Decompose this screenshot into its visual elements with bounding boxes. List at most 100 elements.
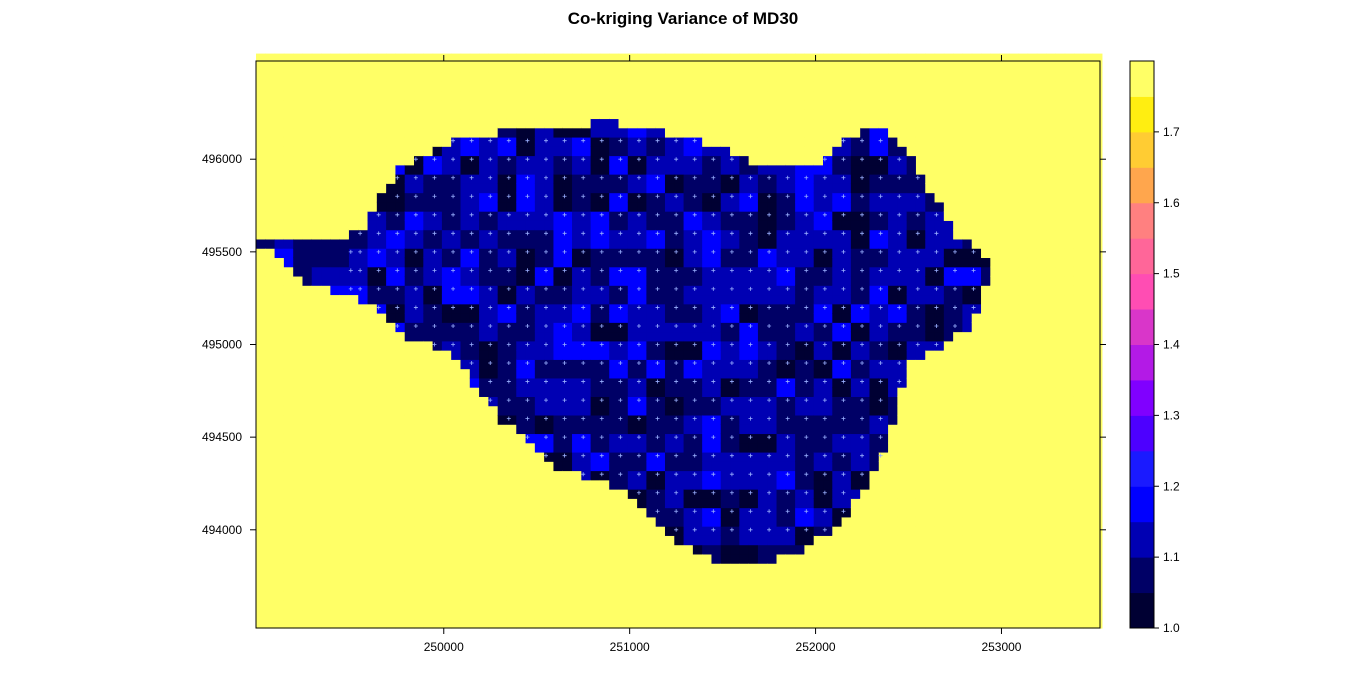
field-cell [339,563,350,574]
field-cell [711,238,722,249]
field-cell [339,275,350,286]
field-cell [637,498,647,509]
field-cell [506,609,517,620]
field-cell [674,211,685,221]
field-cell [711,405,722,416]
field-cell [293,535,304,546]
field-cell [953,322,964,333]
field-cell [906,442,917,453]
field-cell [730,414,740,425]
field-cell [869,248,880,259]
field-cell [534,553,545,564]
field-cell [581,192,592,203]
field-cell [943,331,954,342]
field-cell [581,368,592,379]
field-cell [339,414,350,425]
field-cell [553,313,564,323]
field-cell [915,313,926,323]
field-cell [562,275,573,286]
field-cell [981,424,991,435]
field-cell [915,322,926,333]
field-cell [785,238,796,249]
field-cell [637,572,647,583]
field-cell [943,359,954,370]
field-cell [990,340,1001,351]
field-cell [506,451,517,462]
field-cell [711,127,722,138]
field-cell [460,424,471,435]
field-cell [813,350,824,360]
field-cell [804,544,815,555]
field-cell [795,414,806,425]
field-cell [757,229,768,240]
field-cell [683,238,694,249]
field-cell [711,489,722,499]
field-cell [674,377,685,388]
field-cell [850,266,861,277]
field-cell [358,62,369,73]
field-cell [525,359,536,370]
field-cell [460,155,471,166]
field-cell [451,498,462,509]
field-cell [664,183,675,194]
field-cell [469,90,480,101]
field-cell [609,294,620,305]
field-cell [943,220,954,231]
field-cell [274,62,285,73]
field-cell [581,62,592,73]
field-cell [618,238,629,249]
field-cell [915,220,926,231]
field-cell [348,331,359,342]
field-cell [720,90,731,101]
field-cell [330,424,341,435]
field-cell [311,109,322,120]
field-cell [897,248,908,259]
field-cell [971,618,982,629]
field-cell [953,544,964,555]
field-cell [637,553,647,564]
field-cell [757,275,768,286]
field-cell [692,618,703,629]
field-cell [590,285,601,296]
field-cell [795,229,806,240]
field-cell [915,109,926,120]
field-cell [720,461,731,472]
field-cell [888,507,898,518]
field-cell [943,248,954,259]
field-cell [516,414,527,425]
field-cell [423,146,434,157]
field-cell [404,192,415,203]
field-cell [451,479,462,490]
field-cell [581,174,592,184]
field-cell [646,136,657,147]
field-cell [488,201,499,212]
field-cell [850,498,861,509]
field-cell [330,118,341,129]
field-cell [943,414,954,425]
field-cell [971,553,982,564]
field-cell [386,238,397,249]
field-cell [804,396,815,407]
field-cell [637,146,647,157]
field-cell [311,600,322,611]
field-cell [497,489,508,499]
field-cell [804,136,815,147]
field-cell [534,618,545,629]
field-cell [386,118,397,129]
field-cell [497,220,508,231]
field-cell [618,127,629,138]
field-cell [497,127,508,138]
field-cell [339,211,350,221]
field-cell [655,414,666,425]
field-cell [358,433,369,444]
field-cell [386,164,397,175]
field-cell [897,489,908,499]
field-cell [265,563,276,574]
field-cell [404,563,415,574]
field-cell [609,544,620,555]
field-cell [906,359,917,370]
field-cell [506,461,517,472]
field-cell [581,275,592,286]
field-cell [692,526,703,536]
field-cell [423,387,434,397]
